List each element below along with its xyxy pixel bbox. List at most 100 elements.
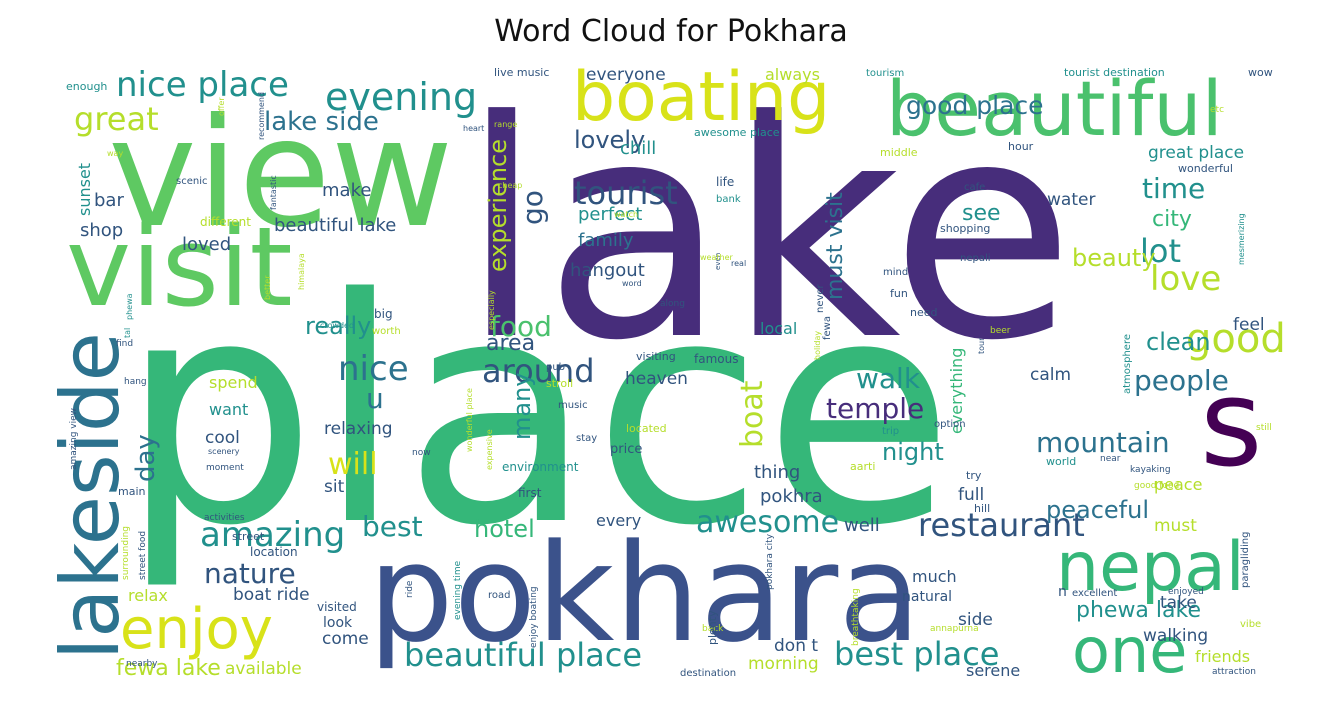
word-try: try: [966, 469, 982, 482]
word-amazing: amazing: [200, 515, 345, 555]
word-much: much: [912, 567, 957, 586]
word-love: love: [1150, 259, 1221, 299]
word-hotel: hotel: [474, 515, 535, 543]
word-scenery: scenery: [208, 447, 240, 456]
word-place: place: [120, 233, 954, 594]
word-one: one: [1072, 614, 1187, 687]
word-breathtaking: breathtaking: [851, 588, 861, 646]
word-famous: famous: [694, 352, 738, 366]
word-attraction: attraction: [1212, 667, 1256, 677]
word-scenic: scenic: [176, 176, 207, 187]
word-s: s: [1200, 355, 1263, 494]
word-sunset: sunset: [75, 163, 94, 216]
word-word: word: [622, 279, 642, 288]
word-holiday: holiday: [813, 331, 822, 360]
word-see: see: [962, 201, 1001, 226]
word-destination: destination: [680, 668, 736, 679]
word-view: view: [108, 87, 453, 261]
word-shop: shop: [80, 220, 123, 241]
word-trip: trip: [882, 426, 899, 437]
word-etc: etc: [1210, 105, 1224, 115]
word-mountain: mountain: [1036, 426, 1170, 459]
word-pokhara-city: pokhara city: [765, 533, 775, 590]
word-great-place: great place: [1148, 143, 1244, 163]
word-local: local: [760, 319, 797, 338]
word-himalaya: himalaya: [297, 253, 306, 290]
word-people: people: [1134, 364, 1229, 397]
word-weather: weather: [700, 253, 733, 262]
word-look: look: [323, 615, 353, 631]
word-hour: hour: [1008, 140, 1034, 153]
word-thing: thing: [754, 462, 800, 483]
word-big: big: [374, 307, 393, 321]
word-hill: hill: [974, 502, 990, 515]
word-area: area: [486, 331, 535, 356]
word-wonderful-place: wonderful place: [465, 388, 474, 452]
word-location: location: [250, 545, 298, 559]
word-beautiful-lake: beautiful lake: [274, 215, 396, 236]
word-stay: stay: [576, 433, 597, 444]
word-fewa: fewa: [822, 316, 833, 340]
word-real: real: [731, 259, 746, 268]
word-bank: bank: [716, 194, 741, 205]
word-nepali: nepali: [960, 253, 991, 264]
word-heart: heart: [463, 124, 484, 133]
word-street-food: street food: [138, 531, 148, 580]
word-visited: visited: [317, 600, 357, 614]
word-always: always: [765, 65, 820, 84]
word-pokhara: pokhara: [368, 515, 921, 672]
word-excellent: excellent: [1072, 588, 1117, 599]
word-vibe: vibe: [1240, 619, 1261, 630]
word-enjoyed: enjoyed: [1168, 587, 1204, 597]
word-option: option: [934, 419, 966, 430]
word-located: located: [626, 422, 667, 435]
word-every: every: [596, 511, 641, 530]
word-music: music: [558, 400, 588, 411]
word-bar: bar: [94, 190, 124, 211]
chart-title: Word Cloud for Pokhara: [494, 14, 848, 49]
word-offer: offer: [217, 97, 226, 116]
word-beautiful: beautiful: [886, 64, 1223, 153]
word-near: near: [1100, 454, 1121, 464]
word-awesome-place: awesome place: [694, 126, 780, 139]
word-tour: tour: [977, 337, 986, 354]
word-pokhra: pokhra: [760, 486, 823, 507]
word-loved: loved: [182, 234, 231, 255]
word-fun: fun: [890, 287, 908, 300]
word-good-place: good place: [906, 91, 1044, 120]
word-nice: nice: [338, 349, 409, 389]
word-time: time: [1142, 172, 1205, 205]
word-phewa-lake: phewa lake: [1076, 598, 1201, 623]
word-temple: temple: [826, 392, 924, 425]
word-come: come: [322, 629, 369, 649]
word-expensive: expensive: [485, 429, 494, 470]
word-cafe: cafe: [964, 182, 985, 193]
word-price: price: [610, 442, 642, 457]
word-wonderful: wonderful: [1178, 162, 1233, 175]
word-better: better: [263, 275, 272, 300]
word-tourism: tourism: [866, 68, 904, 79]
word-boat: boat: [735, 380, 770, 448]
word-best: best: [362, 510, 423, 543]
word-food: food: [490, 310, 552, 343]
word-boating: boating: [572, 58, 830, 137]
word-peace: peace: [1154, 475, 1202, 494]
word-still: still: [1256, 423, 1272, 433]
word-heaven: heaven: [625, 369, 688, 389]
word-kayaking: kayaking: [1130, 465, 1171, 475]
word-especially: especially: [487, 290, 496, 330]
word-main: main: [118, 485, 146, 498]
word-fantastic: fantastic: [269, 175, 278, 210]
word-aarti: aarti: [850, 460, 875, 473]
word-plenty: plenty: [706, 610, 719, 645]
word-everyone: everyone: [586, 65, 666, 85]
word-full: full: [958, 485, 984, 505]
word-shopping: shopping: [940, 222, 990, 235]
word-spend: spend: [209, 373, 258, 392]
word-need: need: [910, 306, 938, 319]
word-walking: walking: [1143, 626, 1208, 646]
word-enjoy: enjoy: [120, 597, 273, 662]
word-relaxing: relaxing: [324, 419, 393, 439]
word-awesome: awesome: [696, 505, 839, 540]
